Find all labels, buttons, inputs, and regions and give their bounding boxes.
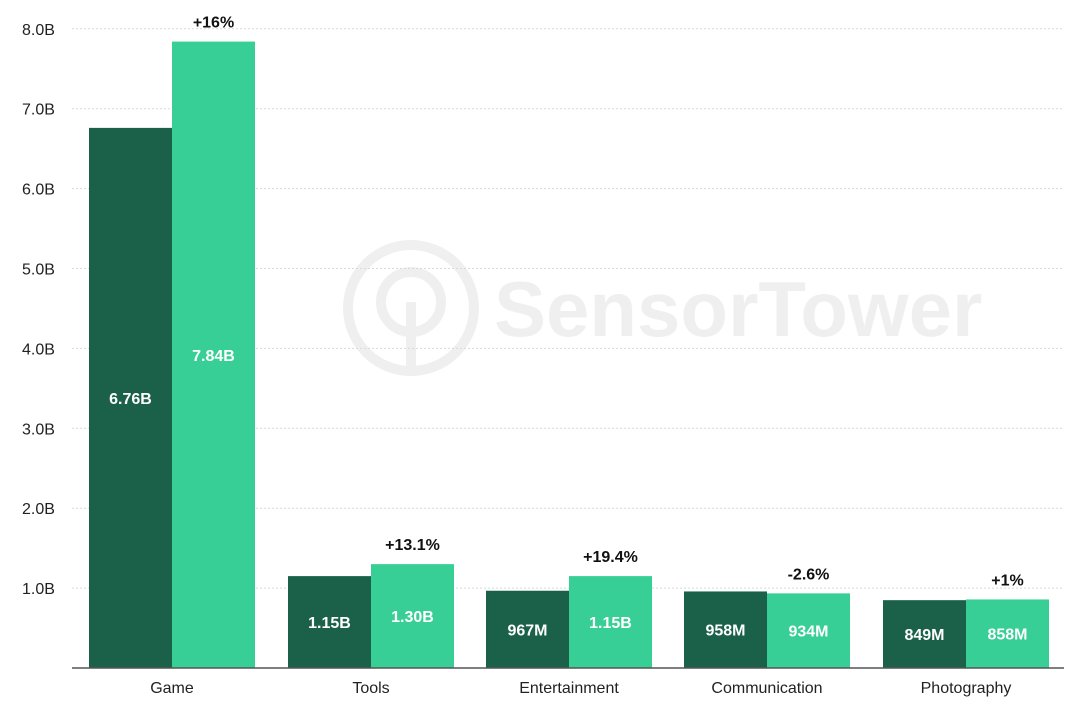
bar-value-label: 1.30B — [391, 609, 434, 626]
x-tick-label: Photography — [921, 680, 1012, 697]
y-tick-label: 5.0B — [22, 262, 55, 279]
bar-game-2 — [172, 41, 255, 669]
change-label: -2.6% — [788, 566, 830, 583]
y-tick-label: 8.0B — [22, 22, 55, 39]
bar-tools-1 — [288, 576, 371, 668]
bar-value-label: 967M — [507, 622, 547, 639]
change-label: +16% — [193, 15, 234, 32]
y-axis: 1.0B 2.0B 3.0B 4.0B 5.0B 6.0B 7.0B 8.0B — [22, 22, 55, 598]
x-tick-label: Tools — [352, 680, 389, 697]
x-tick-label: Game — [150, 680, 194, 697]
watermark-text: SensorTower — [494, 265, 982, 353]
y-tick-label: 2.0B — [22, 501, 55, 518]
bar-value-label: 7.84B — [192, 348, 235, 365]
bar-value-label: 934M — [788, 624, 828, 641]
y-tick-label: 3.0B — [22, 421, 55, 438]
change-label: +13.1% — [385, 537, 440, 554]
bar-value-label: 1.15B — [589, 615, 632, 632]
bar-value-label: 958M — [705, 623, 745, 640]
y-tick-label: 4.0B — [22, 341, 55, 358]
bars — [89, 41, 1049, 669]
y-tick-label: 1.0B — [22, 581, 55, 598]
bar-game-1 — [89, 127, 172, 669]
watermark-inner-ring — [376, 267, 446, 337]
x-tick-label: Communication — [711, 680, 822, 697]
bar-value-label: 6.76B — [109, 391, 152, 408]
watermark-logo: SensorTower — [343, 240, 982, 376]
watermark-ring — [343, 240, 479, 376]
x-tick-label: Entertainment — [519, 680, 619, 697]
bar-photography-2 — [966, 599, 1049, 668]
bar-labels: 6.76B 7.84B +16% 1.15B 1.30B +13.1% 967M 1.15B +… — [109, 15, 1027, 644]
y-tick-label: 7.0B — [22, 102, 55, 119]
bar-value-label: 1.15B — [308, 615, 351, 632]
bar-entertainment-1 — [486, 590, 569, 668]
y-tick-label: 6.0B — [22, 182, 55, 199]
change-label: +19.4% — [583, 549, 638, 566]
bar-communication-1 — [684, 591, 767, 668]
bar-tools-2 — [371, 564, 454, 668]
bar-value-label: 849M — [904, 627, 944, 644]
bar-value-label: 858M — [987, 627, 1027, 644]
bar-communication-2 — [767, 593, 850, 668]
bar-entertainment-2 — [569, 576, 652, 668]
x-axis: Game Tools Entertainment Communication Photo… — [72, 667, 1064, 697]
bar-photography-1 — [883, 600, 966, 668]
change-label: +1% — [991, 572, 1023, 589]
